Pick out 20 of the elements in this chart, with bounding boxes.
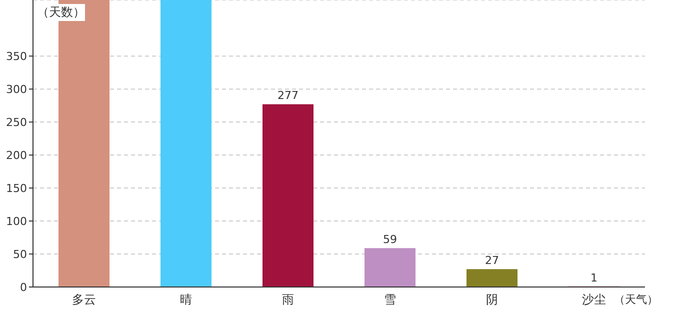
x-tick-label: 沙尘 [582,292,606,307]
y-tick-label: 100 [6,214,27,228]
y-tick-label: 0 [20,280,27,294]
x-tick-label: 雪 [384,292,396,307]
y-tick-label: 350 [6,50,27,63]
data-label: 277 [278,89,298,102]
x-tick-label: 多云 [72,292,96,307]
y-tick-label: 150 [6,182,27,195]
y-tick-label: 250 [6,116,27,129]
x-axis-title: （天气） [614,292,658,307]
x-tick-label: 雨 [282,292,294,307]
data-label: 59 [383,233,397,246]
data-label: 27 [485,254,499,268]
y-tick-label: 50 [13,248,27,261]
y-tick-label: 300 [6,82,27,96]
x-tick-label: 晴 [180,292,192,307]
y-tick-label: 200 [6,148,27,162]
x-tick-label: 阴 [486,292,498,307]
y-axis-title: （天数） [37,4,85,21]
data-label: 1 [590,271,598,284]
